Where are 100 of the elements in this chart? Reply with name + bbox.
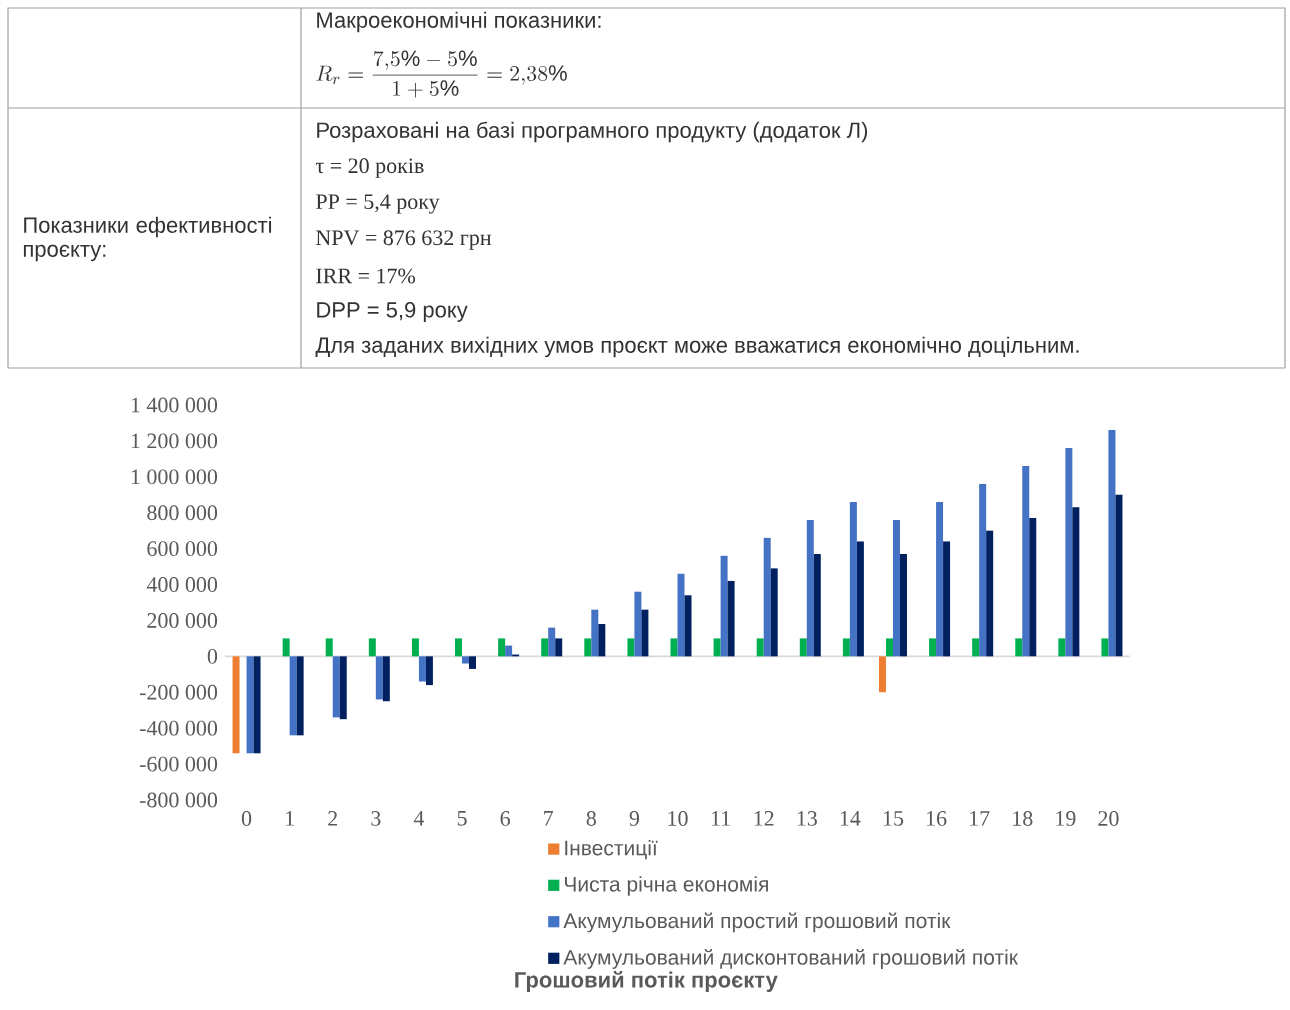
x-tick-label: 9 <box>629 811 639 826</box>
bar <box>591 609 599 657</box>
y-tick-label: -600 000 <box>139 756 218 772</box>
x-tick-label: 16 <box>927 811 947 826</box>
text: NPV = 876 632 грн <box>316 230 492 250</box>
text: Розраховані на базі програмного продукту (додаток Л) <box>317 121 868 143</box>
x-tick-label: 3 <box>371 811 381 826</box>
bar <box>555 638 563 657</box>
x-tick-label: 8 <box>586 811 596 826</box>
y-tick-label: 400 000 <box>146 577 218 592</box>
y-tick-label: 200 000 <box>147 613 218 628</box>
x-tick-label: 10 <box>668 811 688 826</box>
x-tick-label: 17 <box>970 811 990 826</box>
text: Макроекономічні показники: <box>317 11 601 33</box>
y-tick-label: 600 000 <box>147 541 218 557</box>
y-tick-label: -400 000 <box>139 720 218 736</box>
bar <box>842 638 850 657</box>
bar <box>455 638 463 657</box>
y-tick-label: 800 000 <box>147 505 218 521</box>
x-tick-label: 20 <box>1098 811 1119 826</box>
bar <box>282 638 290 657</box>
bar <box>598 624 606 657</box>
bar <box>462 656 470 664</box>
x-tick-label: 6 <box>500 811 510 826</box>
x-tick-label: 4 <box>413 811 425 826</box>
x-tick-label: 12 <box>754 811 774 826</box>
bar <box>813 554 821 657</box>
bar <box>885 638 893 657</box>
bar <box>498 638 506 657</box>
legend-label: Акумульований простий грошовий потік <box>563 912 951 933</box>
bar <box>763 537 771 657</box>
x-tick-label: 15 <box>883 811 904 826</box>
text: Для заданих вихідних умов проєкт може вважатися економічно доцільним. <box>315 336 1079 358</box>
legend-label: Чиста річна економія <box>564 876 768 896</box>
bar <box>713 638 721 657</box>
bar <box>756 638 764 657</box>
y-tick-label: 1 000 000 <box>131 469 218 485</box>
x-tick-label: 0 <box>241 811 252 826</box>
x-tick-label: 14 <box>840 811 861 826</box>
bar <box>1115 494 1123 657</box>
bar <box>979 483 987 657</box>
legend-label: Інвестиції <box>565 839 658 860</box>
bar <box>799 638 807 657</box>
y-tick-label: 0 <box>207 648 218 664</box>
y-tick-label: -200 000 <box>139 684 218 700</box>
bar <box>296 656 304 736</box>
y-tick-label: 1 400 000 <box>131 397 218 413</box>
bar <box>670 638 678 657</box>
bar <box>1029 518 1037 657</box>
bar <box>720 555 728 657</box>
bar <box>1022 466 1030 657</box>
bar <box>246 656 254 754</box>
text: τ = 20 років <box>315 158 424 178</box>
bar <box>232 656 240 754</box>
bar <box>986 530 994 657</box>
x-tick-label: 7 <box>544 811 554 826</box>
bar <box>541 638 549 657</box>
bar <box>1058 638 1066 657</box>
bar <box>929 638 937 657</box>
bar <box>770 568 778 657</box>
bar <box>899 554 907 657</box>
legend-label: Акумульований дисконтований грошовий потік <box>563 949 1019 969</box>
bar <box>878 656 886 693</box>
bar <box>1065 448 1073 657</box>
bar <box>375 656 383 700</box>
x-tick-label: 13 <box>797 811 817 826</box>
text: DPP = 5,9 року <box>317 302 468 322</box>
bar <box>425 656 433 686</box>
bar <box>677 573 685 657</box>
text: $R_r = \frac{7{,}5\% - 5\%}{1 + 5\%} = 2{,}38\%$ <box>316 50 567 98</box>
text: Показники ефективності проєкту: <box>23 216 272 262</box>
bar <box>943 541 951 657</box>
bar <box>627 638 635 657</box>
x-tick-label: 18 <box>1013 811 1033 826</box>
x-tick-label: 5 <box>457 811 467 826</box>
bar <box>1015 638 1023 657</box>
bar <box>382 656 390 702</box>
x-tick-label: 2 <box>328 811 338 826</box>
bar <box>972 638 980 657</box>
bar <box>505 645 513 657</box>
bar <box>892 519 900 657</box>
bar <box>411 638 419 657</box>
bar <box>368 638 376 657</box>
text: IRR = 17% <box>316 268 416 284</box>
y-tick-label: -800 000 <box>139 792 218 808</box>
bar <box>418 656 426 682</box>
bar <box>332 656 340 718</box>
bar <box>548 627 556 657</box>
x-tick-label: 11 <box>711 811 730 826</box>
bar <box>936 501 944 657</box>
bar <box>584 638 592 657</box>
bar <box>856 541 864 657</box>
x-tick-label: 19 <box>1056 811 1076 826</box>
bar <box>727 580 735 657</box>
bar <box>469 656 477 669</box>
bar <box>849 501 857 657</box>
bar <box>641 609 649 657</box>
x-tick-label: 1 <box>286 811 294 826</box>
bar <box>253 656 261 754</box>
bar <box>1101 638 1109 657</box>
